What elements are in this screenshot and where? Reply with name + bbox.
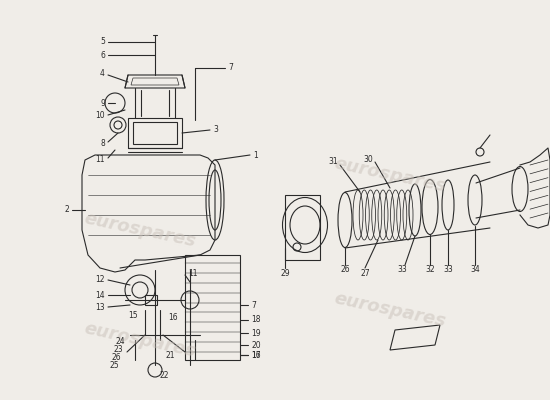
Text: 16: 16 — [251, 350, 261, 360]
Text: 13: 13 — [95, 304, 105, 312]
Text: 33: 33 — [397, 266, 407, 274]
Text: 25: 25 — [109, 362, 119, 370]
Text: 23: 23 — [113, 346, 123, 354]
Text: 27: 27 — [360, 268, 370, 278]
Text: 9: 9 — [100, 98, 105, 108]
Text: 16: 16 — [168, 314, 178, 322]
Text: 26: 26 — [340, 266, 350, 274]
Text: 30: 30 — [363, 154, 373, 164]
Text: eurospares: eurospares — [82, 209, 197, 251]
Text: 34: 34 — [470, 266, 480, 274]
Text: eurospares: eurospares — [82, 319, 197, 361]
Bar — [285, 195, 320, 260]
Text: 17: 17 — [251, 350, 261, 360]
Bar — [133, 122, 177, 144]
Text: 7: 7 — [251, 300, 256, 310]
Text: 33: 33 — [443, 266, 453, 274]
Text: 26: 26 — [111, 354, 121, 362]
Bar — [185, 255, 240, 360]
Text: 11: 11 — [96, 154, 105, 164]
Bar — [128, 118, 182, 148]
Text: 5: 5 — [100, 38, 105, 46]
Text: 29: 29 — [280, 268, 290, 278]
Text: 22: 22 — [160, 370, 169, 380]
Text: 8: 8 — [100, 138, 105, 148]
Bar — [145, 295, 157, 305]
Text: 11: 11 — [188, 270, 197, 278]
Text: 31: 31 — [328, 158, 338, 166]
Text: 18: 18 — [251, 316, 261, 324]
Text: 15: 15 — [128, 310, 138, 320]
Text: 20: 20 — [251, 340, 261, 350]
Text: 2: 2 — [64, 206, 69, 214]
Text: eurospares: eurospares — [332, 289, 448, 331]
Text: 1: 1 — [253, 150, 258, 160]
Text: eurospares: eurospares — [332, 154, 448, 196]
Text: 32: 32 — [425, 266, 435, 274]
Text: 6: 6 — [100, 50, 105, 60]
Text: 3: 3 — [213, 126, 218, 134]
Text: 7: 7 — [228, 64, 233, 72]
Text: 19: 19 — [251, 328, 261, 338]
Text: 21: 21 — [165, 350, 174, 360]
Text: 10: 10 — [95, 112, 105, 120]
Text: 4: 4 — [100, 70, 105, 78]
Text: 12: 12 — [96, 274, 105, 284]
Text: 14: 14 — [95, 290, 105, 300]
Text: 24: 24 — [116, 338, 125, 346]
